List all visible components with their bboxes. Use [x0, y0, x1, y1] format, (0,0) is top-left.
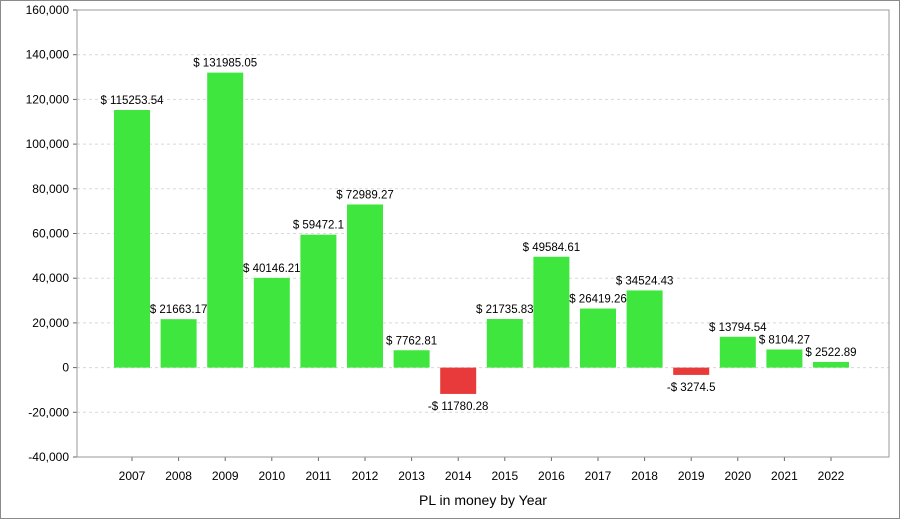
bar-2020 — [719, 336, 756, 368]
bar-2011 — [300, 234, 337, 368]
bar-2008 — [160, 319, 197, 368]
bar-2009 — [207, 72, 244, 368]
x-tick-label: 2010 — [258, 469, 285, 483]
data-label-2022: $ 2522.89 — [805, 347, 856, 359]
y-tick-label: 140,000 — [26, 48, 70, 62]
bar-2021 — [766, 349, 803, 368]
y-axis-ticks: -40,000 -20,000 0 20,000 40,000 60,000 80,000 1… — [26, 3, 77, 464]
x-tick-label: 2009 — [212, 469, 239, 483]
bar-layer — [114, 72, 849, 394]
x-tick-label: 2016 — [538, 469, 565, 483]
bar-2017 — [580, 308, 616, 368]
x-tick-label: 2013 — [398, 469, 425, 483]
y-tick-label: 40,000 — [32, 271, 69, 285]
y-tick-label: 60,000 — [32, 227, 69, 241]
data-label-2008: $ 21663.17 — [150, 304, 208, 316]
data-label-2014: -$ 11780.28 — [428, 401, 489, 413]
data-label-2012: $ 72989.27 — [336, 189, 394, 201]
x-tick-label: 2012 — [352, 469, 379, 483]
x-axis-title: PL in money by Year — [419, 492, 547, 508]
x-tick-label: 2022 — [818, 469, 845, 483]
data-label-2013: $ 7762.81 — [386, 335, 437, 347]
data-label-2018: $ 34524.43 — [616, 275, 674, 287]
y-tick-label: 0 — [62, 361, 69, 375]
bar-2022 — [813, 361, 849, 368]
data-label-2007: $ 115253.54 — [100, 95, 164, 107]
x-tick-label: 2014 — [445, 469, 472, 483]
x-tick-label: 2019 — [678, 469, 705, 483]
data-label-2017: $ 26419.26 — [569, 294, 627, 306]
x-tick-label: 2017 — [585, 469, 612, 483]
data-label-2016: $ 49584.61 — [523, 242, 581, 254]
data-label-2019: -$ 3274.5 — [667, 382, 716, 394]
bar-2012 — [347, 204, 383, 368]
data-label-2021: $ 8104.27 — [759, 334, 810, 346]
x-tick-label: 2020 — [724, 469, 751, 483]
bar-2007 — [114, 110, 150, 368]
y-tick-label: 100,000 — [26, 137, 70, 151]
bar-2019 — [673, 367, 710, 375]
y-tick-label: 80,000 — [32, 182, 69, 196]
y-tick-label: -40,000 — [28, 450, 69, 464]
y-tick-label: -20,000 — [28, 405, 69, 419]
x-axis-ticks: 2007 2008 2009 2010 2011 2012 2013 2014 2015 2016… — [119, 457, 845, 483]
y-tick-label: 20,000 — [32, 316, 69, 330]
bar-2016 — [533, 256, 570, 368]
data-label-2020: $ 13794.54 — [709, 322, 767, 334]
x-tick-label: 2008 — [165, 469, 192, 483]
data-label-2009: $ 131985.05 — [193, 58, 257, 70]
y-tick-label: 120,000 — [26, 92, 70, 106]
plot-area-border — [76, 9, 890, 458]
data-label-2011: $ 59472.1 — [293, 220, 344, 232]
bar-2015 — [486, 319, 523, 368]
bar-2018 — [626, 290, 663, 368]
bar-2010 — [253, 277, 290, 368]
data-label-layer: $ 115253.54 $ 21663.17 $ 131985.05 $ 40146.… — [100, 58, 856, 413]
bar-2014 — [440, 367, 477, 394]
x-tick-label: 2011 — [305, 469, 331, 483]
x-tick-label: 2007 — [119, 469, 146, 483]
data-label-2010: $ 40146.21 — [243, 263, 301, 275]
data-label-2015: $ 21735.83 — [476, 304, 534, 316]
bar-2013 — [393, 350, 430, 368]
y-tick-label: 160,000 — [26, 3, 70, 17]
x-tick-label: 2021 — [771, 469, 798, 483]
x-tick-label: 2018 — [631, 469, 658, 483]
x-tick-label: 2015 — [491, 469, 518, 483]
